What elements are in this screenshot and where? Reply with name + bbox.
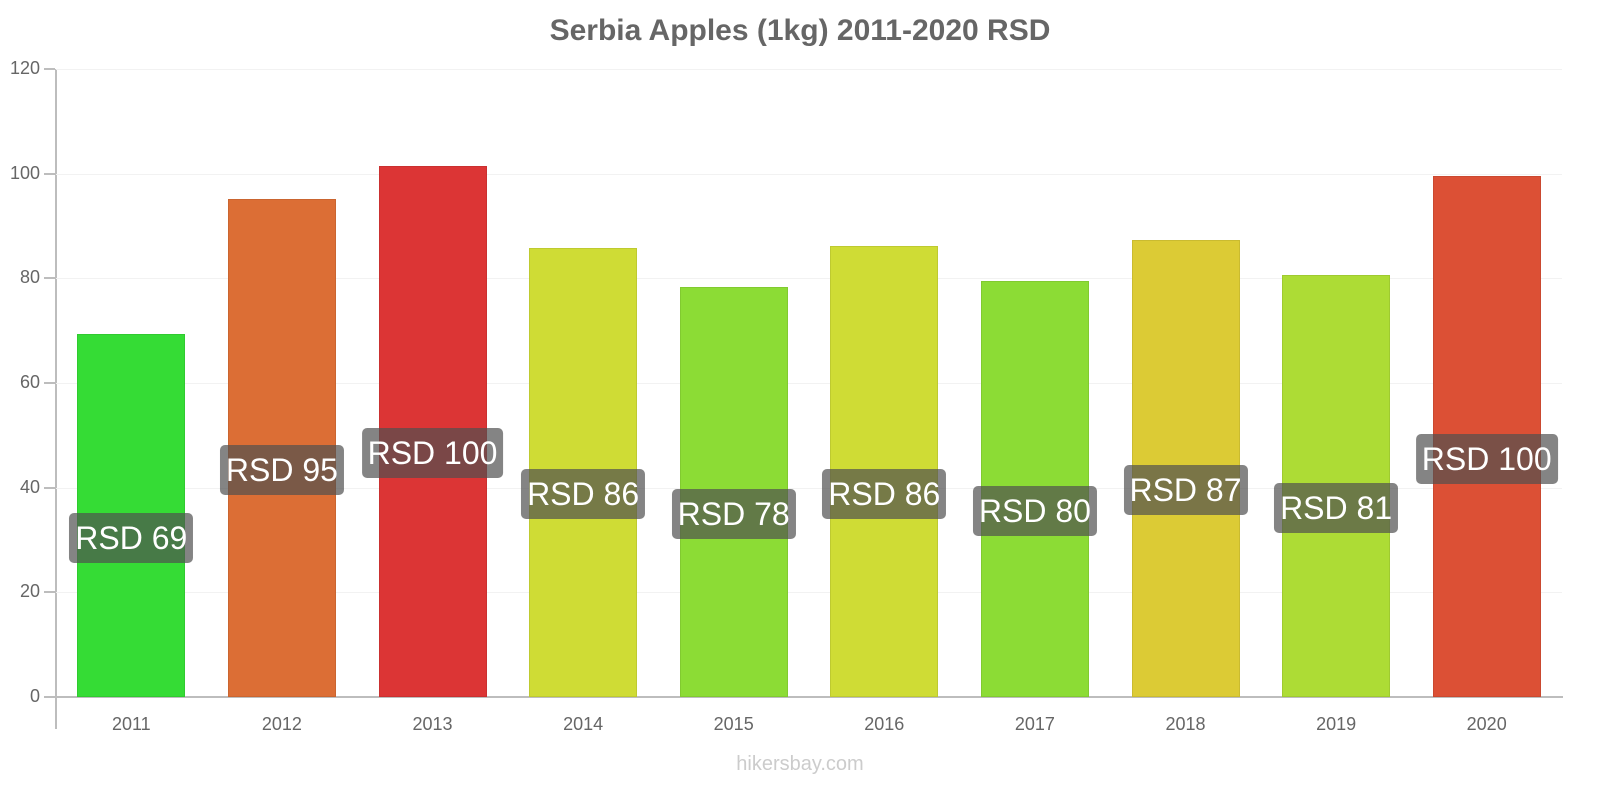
x-tick-label: 2016 (864, 714, 905, 734)
x-tick-label: 2018 (1165, 714, 1206, 734)
x-tick-label: 2019 (1316, 714, 1357, 734)
y-tick-label: 120 (9, 58, 40, 78)
watermark: hikersbay.com (736, 753, 864, 775)
gridline (56, 278, 1562, 280)
value-label: RSD 100 (1415, 433, 1558, 484)
x-tick-label: 2012 (261, 714, 302, 734)
x-tick-label: 2017 (1014, 714, 1055, 734)
y-tick-mark (44, 486, 55, 489)
y-tick-mark (44, 591, 55, 594)
value-label: RSD 95 (219, 445, 344, 496)
value-label: RSD 78 (671, 489, 796, 540)
y-tick-mark (44, 68, 55, 70)
value-label: RSD 87 (1123, 465, 1248, 516)
y-tick-label: 100 (9, 162, 40, 183)
y-tick-label: 80 (19, 267, 40, 288)
y-tick-mark (44, 696, 55, 698)
gridline (56, 69, 1562, 70)
value-label: RSD 80 (972, 485, 1097, 536)
x-tick-label: 2015 (713, 714, 754, 734)
y-tick-mark (44, 172, 55, 175)
y-tick-mark (44, 382, 55, 384)
chart-title: Serbia Apples (1kg) 2011-2020 RSD (549, 14, 1051, 47)
y-tick-label: 60 (19, 372, 40, 392)
x-tick-label: 2014 (563, 714, 604, 734)
gridline (56, 487, 1562, 489)
y-tick-label: 20 (19, 581, 40, 602)
x-axis-line (55, 696, 1563, 698)
gridline (56, 383, 1562, 384)
value-label: RSD 69 (69, 512, 194, 563)
value-label: RSD 100 (361, 428, 504, 479)
y-tick-mark (44, 277, 55, 280)
value-label: RSD 86 (521, 469, 646, 520)
y-axis-line (55, 69, 57, 729)
value-label: RSD 86 (822, 468, 947, 519)
y-tick-label: 40 (19, 476, 40, 497)
value-label: RSD 81 (1274, 482, 1399, 533)
gridline (56, 592, 1562, 594)
y-tick-label: 0 (29, 686, 40, 706)
x-tick-label: 2013 (412, 714, 453, 734)
x-tick-label: 2020 (1466, 714, 1507, 734)
x-tick-label: 2011 (111, 714, 151, 734)
gridline (56, 173, 1562, 175)
